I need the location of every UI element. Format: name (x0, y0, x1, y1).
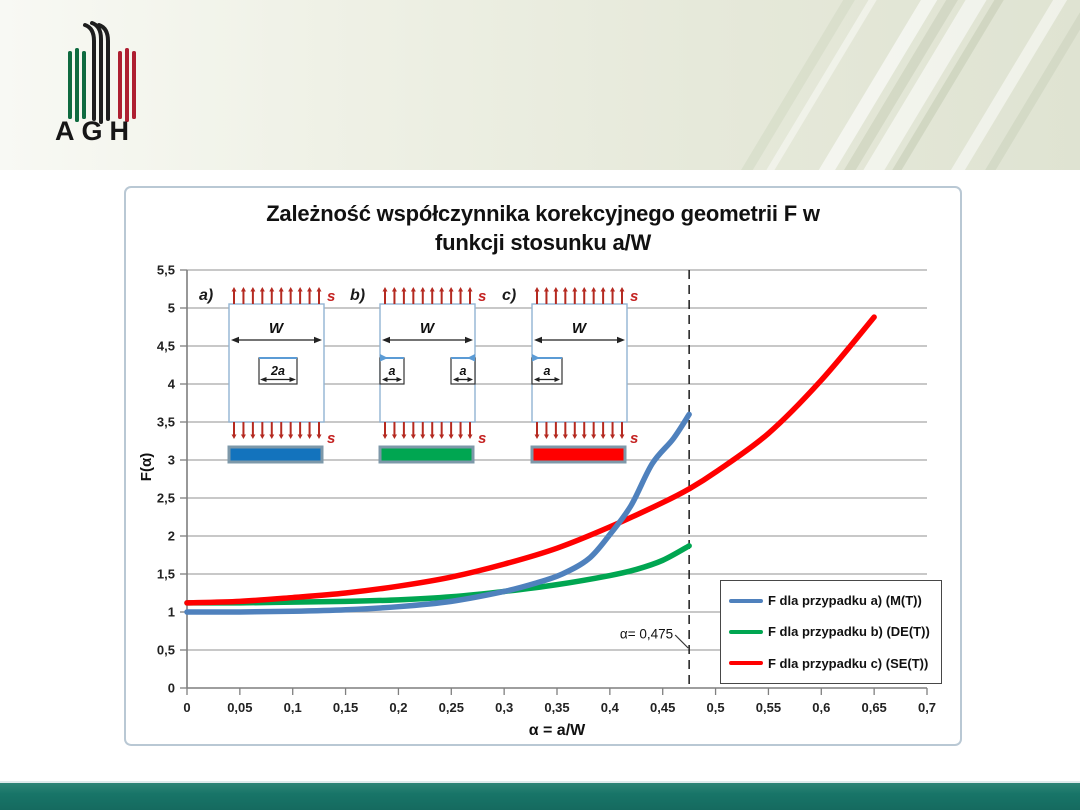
y-tick-label: 2 (167, 528, 175, 544)
series-curve (184, 411, 692, 615)
x-tick-label: 0,55 (755, 700, 782, 715)
top-decorative-band (0, 0, 1080, 170)
legend-entry-c: F dla przypadku c) (SE(T)) (729, 656, 933, 671)
legend-label-b: F dla przypadku b) (DE(T)) (768, 624, 930, 640)
x-tick-label: 0,2 (389, 700, 408, 715)
x-tick-label: 0,35 (544, 700, 570, 715)
chart-title-line1: Zależność współczynnika korekcyjnego geo… (266, 201, 820, 226)
y-tick-label: 2,5 (156, 490, 175, 506)
agh-logo-text: AGH (55, 116, 136, 146)
chart-title-line2: funkcji stosunku a/W (434, 230, 652, 255)
y-tick-label: 0 (167, 680, 175, 696)
y-tick-label: 3 (167, 452, 175, 468)
legend-label-a: F dla przypadku a) (M(T)) (768, 593, 922, 609)
x-tick-label: 0,4 (600, 700, 619, 715)
alpha-annotation: α= 0,475 (619, 626, 674, 642)
y-tick-label: 1,5 (156, 566, 175, 582)
x-tick-label: 0,65 (861, 700, 887, 715)
chart-legend: F dla przypadku a) (M(T)) F dla przypadk… (720, 580, 942, 684)
legend-label-c: F dla przypadku c) (SE(T)) (768, 655, 929, 671)
x-tick-label: 0,25 (438, 700, 464, 715)
y-tick-label: 3,5 (156, 414, 175, 430)
plot-area: F(α) 0 0,5 1 1,5 2 2,5 3 3,5 4 4,5 5 5,5 0 0,05 0,1 0,… (138, 263, 942, 739)
x-tick-label: 0,45 (650, 700, 676, 715)
y-tick-label: 5 (167, 300, 175, 316)
x-tick-label: 0 (183, 700, 191, 715)
legend-entry-a: F dla przypadku a) (M(T)) (729, 593, 933, 608)
series-curve (184, 314, 877, 606)
y-tick-label: 5,5 (156, 262, 175, 278)
footer-bar (0, 781, 1080, 810)
y-tick-label: 4,5 (156, 338, 175, 354)
y-axis-label: F(α) (138, 452, 155, 482)
legend-line-blue (729, 598, 763, 603)
x-axis-label: α = a/W (528, 722, 586, 739)
legend-entry-b: F dla przypadku b) (DE(T)) (729, 624, 933, 639)
chart-card: Zależność współczynnika korekcyjnego geo… (124, 186, 962, 746)
x-tick-label: 0,3 (495, 700, 514, 715)
legend-line-red (729, 661, 763, 666)
x-tick-label: 0,1 (283, 700, 302, 715)
x-tick-label: 0,05 (227, 700, 253, 715)
agh-logo (68, 21, 136, 124)
chart-title: Zależność współczynnika korekcyjnego geo… (126, 199, 960, 257)
y-tick-label: 1 (167, 604, 175, 620)
x-tick-label: 0,15 (332, 700, 359, 715)
legend-line-green (729, 629, 763, 634)
x-tick-label: 0,5 (706, 700, 725, 715)
y-tick-label: 4 (167, 376, 175, 392)
x-tick-label: 0,7 (917, 700, 937, 715)
y-tick-label: 0,5 (156, 642, 175, 658)
x-tick-label: 0,6 (812, 700, 831, 715)
